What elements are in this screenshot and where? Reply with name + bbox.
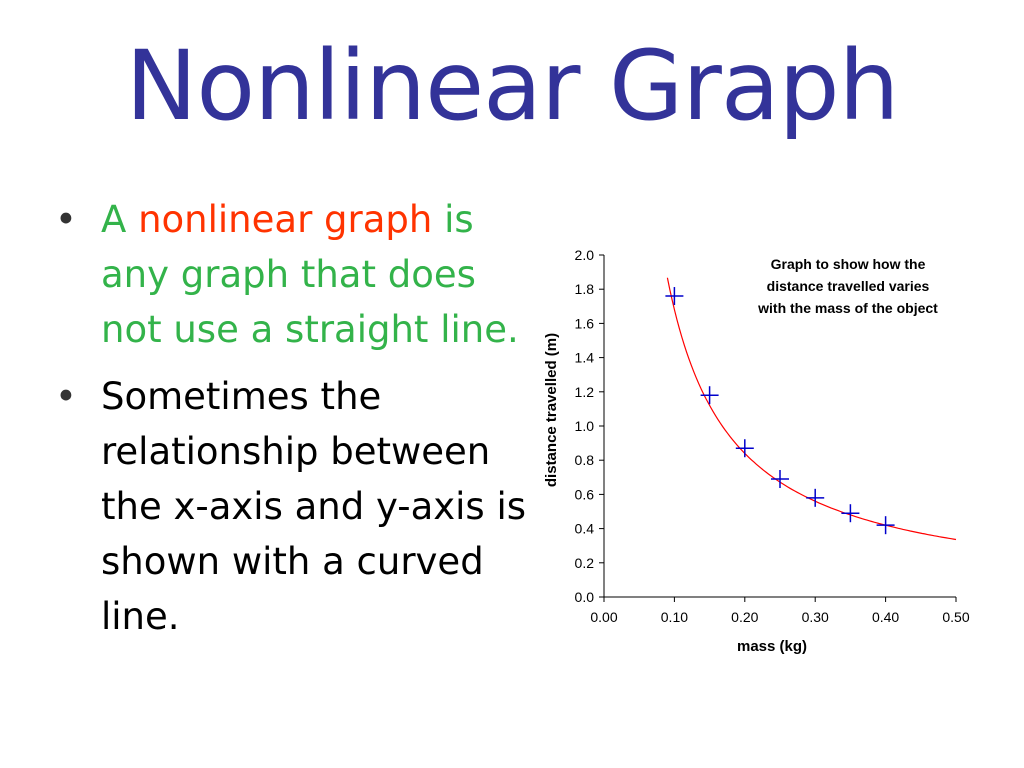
data-point <box>841 504 860 523</box>
chart-ticks: 0.0 0.2 0.4 0.6 0.8 1.0 1.2 1.4 1.6 1.8 2.0 0.00 0.1… <box>575 247 970 625</box>
x-axis-label: mass (kg) <box>737 638 807 655</box>
data-point <box>876 516 895 535</box>
x-tick-label: 0.50 <box>942 609 969 625</box>
chart-title-line: distance travelled varies <box>767 278 930 294</box>
curve-layer <box>666 277 957 541</box>
bullet-dot: • <box>55 375 77 418</box>
x-tick-label: 0.20 <box>731 609 758 625</box>
bullet1-post: is any graph that does not use a straigh… <box>101 198 519 351</box>
bullet-item-1: • A nonlinear graph is any graph that doe… <box>55 192 530 357</box>
y-tick-label: 0.0 <box>575 589 595 605</box>
chart-title: Graph to show how the distance travelled … <box>757 256 938 316</box>
chart-container: 0.0 0.2 0.4 0.6 0.8 1.0 1.2 1.4 1.6 1.8 2.0 0.00 0.1… <box>520 235 980 665</box>
y-axis-label: distance travelled (m) <box>543 333 560 487</box>
y-tick-label: 0.8 <box>575 452 595 468</box>
data-point <box>735 439 754 458</box>
y-tick-label: 1.6 <box>575 315 595 331</box>
y-tick-label: 0.2 <box>575 555 595 571</box>
bullet-list: • A nonlinear graph is any graph that doe… <box>55 192 530 656</box>
y-tick-label: 1.2 <box>575 384 595 400</box>
bullet-item-2: • Sometimes the relationship between the … <box>55 369 530 644</box>
data-point <box>700 386 719 405</box>
x-tick-label: 0.00 <box>590 609 617 625</box>
data-point <box>771 470 789 489</box>
chart-title-line: Graph to show how the <box>771 256 926 272</box>
distance-mass-chart: 0.0 0.2 0.4 0.6 0.8 1.0 1.2 1.4 1.6 1.8 2.0 0.00 0.1… <box>543 247 970 655</box>
y-tick-label: 2.0 <box>575 247 595 263</box>
x-tick-label: 0.40 <box>872 609 899 625</box>
bullet2-text: Sometimes the relationship between the x… <box>101 375 527 638</box>
data-point <box>665 287 684 306</box>
y-tick-label: 0.6 <box>575 486 595 502</box>
y-tick-label: 1.4 <box>575 350 595 366</box>
data-point <box>806 488 825 507</box>
y-tick-label: 0.4 <box>575 521 595 537</box>
x-tick-label: 0.30 <box>802 609 829 625</box>
y-tick-label: 1.8 <box>575 281 595 297</box>
y-tick-label: 1.0 <box>575 418 595 434</box>
slide-title: Nonlinear Graph <box>125 30 900 142</box>
chart-title-line: with the mass of the object <box>757 300 938 316</box>
x-tick-label: 0.10 <box>661 609 688 625</box>
points-layer <box>665 287 895 535</box>
fitted-curve <box>666 277 957 541</box>
bullet1-pre: A <box>101 198 139 241</box>
bullet-dot: • <box>55 198 77 241</box>
bullet1-highlight: nonlinear graph <box>138 198 433 241</box>
